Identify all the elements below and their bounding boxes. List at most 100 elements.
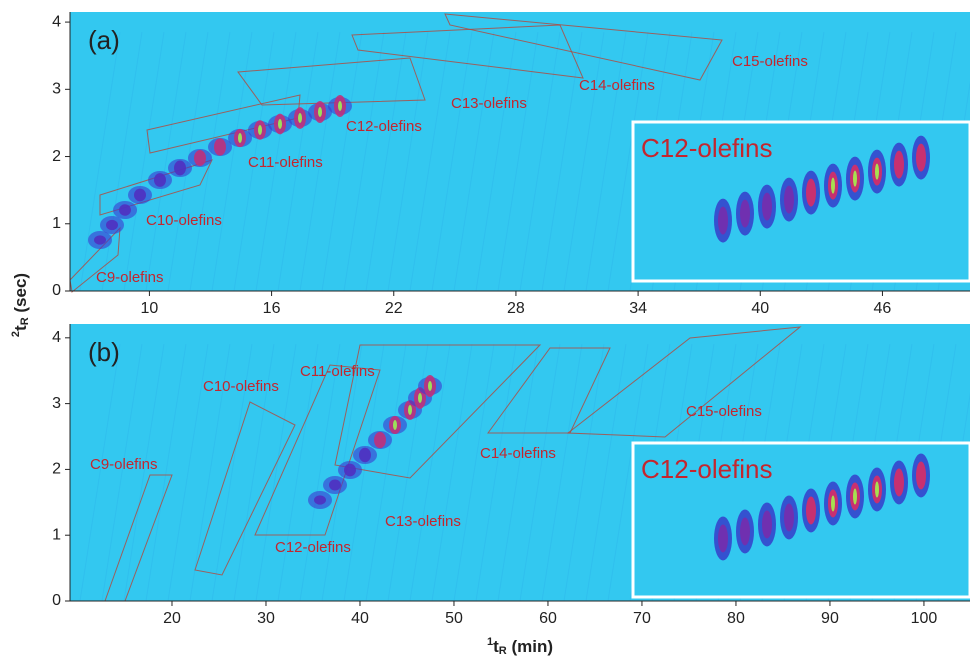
inset-peak-core	[853, 488, 857, 505]
streak	[211, 343, 253, 602]
x-tick-label: 40	[351, 610, 369, 627]
streak	[519, 343, 561, 602]
group-label: C10-olefins	[146, 212, 222, 229]
peak	[329, 479, 341, 491]
group-label: C15-olefins	[686, 403, 762, 420]
streak	[145, 343, 187, 602]
y-tick-label: 1	[52, 215, 61, 232]
axis-title-part: 1	[487, 636, 493, 648]
y-tick-label: 4	[52, 329, 61, 346]
x-tick-label: 40	[751, 300, 769, 317]
peak	[106, 219, 118, 231]
x-tick-label: 70	[633, 610, 651, 627]
streak	[475, 31, 517, 292]
axis-title-part: R	[19, 317, 31, 325]
x-tick-label: 22	[385, 300, 403, 317]
y-tick-label: 1	[52, 526, 61, 543]
streak	[409, 31, 451, 292]
inset-peak-core	[831, 177, 835, 194]
group-outline	[194, 401, 296, 576]
inset-title: C12-olefins	[641, 454, 773, 484]
group-label: C12-olefins	[275, 539, 351, 556]
inset-peak-core	[831, 495, 835, 512]
streak	[299, 31, 341, 292]
x-tick-label: 80	[727, 610, 745, 627]
streak	[145, 31, 187, 292]
inset-peak	[718, 206, 728, 235]
axis-title-part: R	[499, 645, 507, 657]
streak	[189, 343, 231, 602]
group-outline	[487, 347, 611, 434]
streak	[101, 31, 143, 292]
inset-peak	[784, 503, 794, 532]
peak	[134, 188, 146, 202]
peak-core	[338, 101, 342, 111]
y-tick-label: 0	[52, 592, 61, 609]
inset-peak	[894, 150, 904, 179]
group-label: C11-olefins	[300, 363, 375, 380]
streak	[541, 343, 583, 602]
peak	[154, 173, 166, 187]
y-tick-label: 2	[52, 148, 61, 165]
group-label: C9-olefins	[96, 269, 164, 286]
inset-peak	[894, 468, 904, 497]
y-tick-label: 3	[52, 81, 61, 98]
x-tick-label: 34	[629, 300, 647, 317]
streak	[453, 343, 495, 602]
streak	[299, 343, 341, 602]
streak	[607, 31, 649, 292]
inset-title: C12-olefins	[641, 133, 773, 163]
streak	[343, 343, 385, 602]
peak-core	[318, 107, 322, 117]
x-tick-label: 50	[445, 610, 463, 627]
streak	[167, 343, 209, 602]
streak	[365, 31, 407, 292]
group-label: C10-olefins	[203, 378, 279, 395]
inset-peak	[916, 461, 926, 490]
axis-title: 1tR (min)	[487, 636, 553, 657]
peak-core	[418, 393, 422, 403]
streak	[255, 343, 297, 602]
group-label: C14-olefins	[579, 77, 655, 94]
x-tick-label: 10	[141, 300, 159, 317]
group-label: C14-olefins	[480, 445, 556, 462]
peak	[214, 138, 226, 156]
streak	[343, 31, 385, 292]
group-label: C9-olefins	[90, 456, 158, 473]
group-label: C13-olefins	[385, 513, 461, 530]
x-tick-label: 20	[163, 610, 181, 627]
group-outline	[334, 344, 542, 479]
group-label: C12-olefins	[346, 118, 422, 135]
streak	[563, 343, 605, 602]
peak	[119, 204, 131, 216]
streak	[475, 343, 517, 602]
streak	[101, 343, 143, 602]
x-tick-label: 16	[263, 300, 281, 317]
inset-peak	[784, 185, 794, 214]
group-outline	[237, 57, 426, 106]
peak	[359, 447, 371, 463]
streak	[255, 31, 297, 292]
y-tick-label: 3	[52, 395, 61, 412]
panel-label: (a)	[88, 25, 120, 55]
axis-title-part: t	[493, 637, 499, 656]
peak-core	[393, 420, 397, 430]
x-tick-label: 28	[507, 300, 525, 317]
streak	[211, 31, 253, 292]
streak	[519, 31, 561, 292]
x-tick-label: 60	[539, 610, 557, 627]
y-tick-label: 4	[52, 13, 61, 30]
axis-title-part: (sec)	[11, 273, 30, 317]
peak	[344, 463, 356, 477]
peak-core	[258, 125, 262, 135]
streak	[431, 31, 473, 292]
peak-core	[408, 405, 412, 415]
y-tick-label: 0	[52, 282, 61, 299]
peak	[194, 149, 206, 167]
streak	[123, 31, 165, 292]
inset-peak	[916, 143, 926, 172]
group-outline	[444, 13, 723, 81]
peak	[314, 495, 326, 505]
peak	[174, 160, 186, 176]
